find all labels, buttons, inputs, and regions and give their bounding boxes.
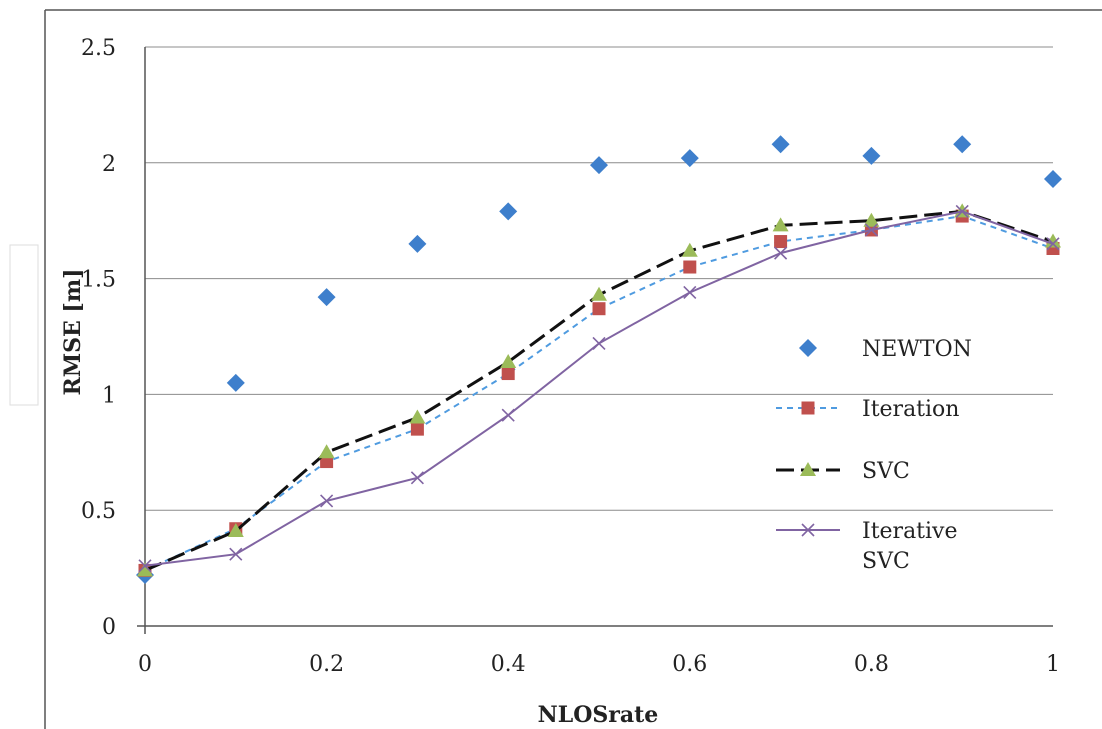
x-axis-title: NLOSrate bbox=[538, 702, 659, 728]
y-tick-label: 1.5 bbox=[81, 268, 116, 293]
y-tick-label: 2 bbox=[102, 152, 116, 177]
data-point bbox=[864, 223, 878, 237]
y-tick-label: 1 bbox=[102, 383, 116, 408]
data-point bbox=[772, 217, 789, 232]
data-point bbox=[501, 408, 515, 422]
data-point bbox=[863, 212, 880, 227]
data-point bbox=[227, 523, 244, 538]
legend-label-line: SVC bbox=[862, 459, 910, 484]
series-2 bbox=[137, 203, 1061, 577]
y-tick-label: 2.5 bbox=[81, 36, 116, 61]
data-point bbox=[681, 242, 698, 257]
data-point bbox=[408, 234, 427, 253]
data-point bbox=[320, 455, 334, 469]
data-point bbox=[683, 260, 697, 274]
legend-marker bbox=[801, 401, 815, 415]
series-line bbox=[144, 209, 1054, 572]
series-line bbox=[144, 215, 1054, 572]
legend: NEWTON Iteration SVC Iterative SVC bbox=[776, 337, 972, 574]
legend-item-1: Iteration bbox=[776, 397, 959, 422]
series bbox=[136, 135, 1062, 585]
data-point bbox=[500, 353, 517, 368]
data-point bbox=[862, 146, 881, 165]
y-tick-label: 0.5 bbox=[81, 499, 116, 524]
x-tick-label: 1 bbox=[1046, 652, 1060, 677]
legend-label-line: NEWTON bbox=[862, 337, 972, 362]
data-point bbox=[138, 559, 152, 573]
legend-label: Iteration bbox=[862, 397, 959, 422]
data-point bbox=[953, 135, 972, 154]
side-panel bbox=[9, 244, 39, 406]
x-tick-label: 0.6 bbox=[672, 652, 707, 677]
x-tick-label: 0.4 bbox=[491, 652, 526, 677]
data-point bbox=[591, 286, 607, 301]
data-point bbox=[226, 373, 245, 392]
data-point bbox=[683, 285, 697, 300]
data-point bbox=[680, 149, 699, 168]
data-point bbox=[501, 367, 515, 381]
axes bbox=[137, 47, 1053, 634]
legend-label-line: Iteration bbox=[862, 397, 959, 422]
data-point bbox=[592, 336, 606, 351]
gridlines bbox=[145, 46, 1053, 511]
data-point bbox=[229, 547, 243, 561]
legend-item-0: NEWTON bbox=[799, 337, 972, 362]
y-axis-title: RMSE [m] bbox=[60, 268, 86, 395]
x-tick-label: 0.2 bbox=[309, 652, 344, 677]
legend-marker bbox=[800, 462, 816, 476]
data-point bbox=[1044, 170, 1062, 189]
legend-label: Iterative SVC bbox=[862, 519, 958, 574]
legend-item-3: Iterative SVC bbox=[776, 519, 958, 574]
legend-item-2: SVC bbox=[776, 459, 910, 484]
data-point bbox=[409, 409, 426, 424]
data-point bbox=[1045, 233, 1061, 248]
data-point bbox=[320, 494, 334, 508]
data-point bbox=[1046, 237, 1060, 251]
series-3 bbox=[138, 204, 1060, 573]
data-point bbox=[137, 562, 153, 577]
legend-label: NEWTON bbox=[862, 337, 972, 362]
data-point bbox=[774, 235, 788, 249]
x-tick-label: 0.8 bbox=[854, 652, 889, 677]
legend-label: SVC bbox=[862, 459, 910, 484]
data-point bbox=[774, 246, 788, 260]
data-point bbox=[955, 204, 969, 219]
data-point bbox=[317, 288, 336, 307]
x-tick-label: 0 bbox=[138, 652, 152, 677]
data-point bbox=[499, 202, 518, 221]
y-tick-label: 0 bbox=[102, 615, 116, 640]
legend-marker bbox=[801, 523, 815, 537]
data-point bbox=[771, 135, 790, 154]
series-line bbox=[144, 210, 1054, 567]
data-point bbox=[318, 444, 335, 459]
data-point bbox=[410, 422, 424, 436]
data-point bbox=[590, 156, 608, 175]
legend-label-line: Iterative bbox=[862, 519, 958, 544]
tick-labels: 0 0.5 1 1.5 2 2.5 0 0.2 0.4 0.6 0.8 1 bbox=[81, 36, 1060, 677]
legend-label-line: SVC bbox=[862, 549, 910, 574]
data-point bbox=[410, 471, 424, 485]
data-point bbox=[592, 302, 606, 316]
legend-marker bbox=[799, 339, 817, 357]
